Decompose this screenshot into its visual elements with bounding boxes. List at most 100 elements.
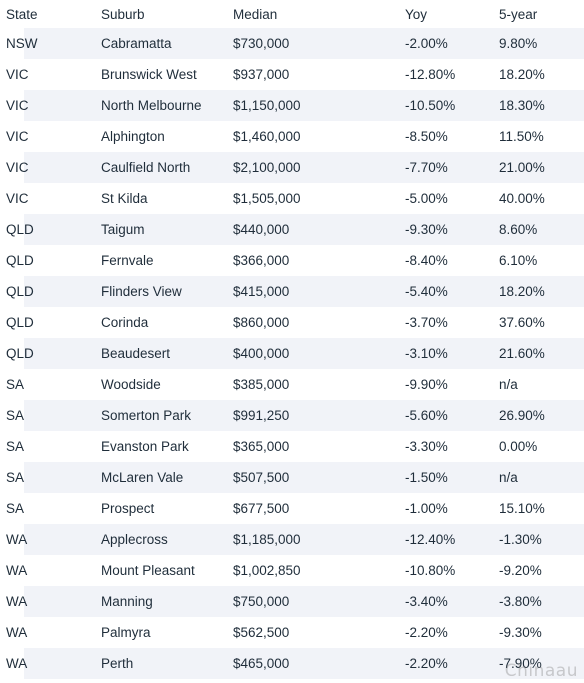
median-cell: $1,002,850 (233, 555, 405, 586)
yoy-cell: -3.30% (405, 431, 499, 462)
header-yoy: Yoy (405, 6, 428, 22)
five-year-cell: 21.60% (499, 338, 584, 369)
yoy-cell: -3.10% (405, 338, 499, 369)
table-row: VIC St Kilda $1,505,000 -5.00% 40.00% (0, 183, 584, 214)
table-row: QLD Taigum $440,000 -9.30% 8.60% (0, 214, 584, 245)
header-5-year: 5-year (499, 6, 538, 22)
median-cell: $415,000 (233, 276, 405, 307)
table-row: WA Applecross $1,185,000 -12.40% -1.30% (0, 524, 584, 555)
suburb-cell: Somerton Park (101, 400, 233, 431)
five-year-cell: 15.10% (499, 493, 584, 524)
state-cell: VIC (0, 121, 101, 152)
state-cell: WA (0, 648, 101, 679)
five-year-cell: 40.00% (499, 183, 584, 214)
yoy-cell: -3.70% (405, 307, 499, 338)
suburb-cell: Alphington (101, 121, 233, 152)
median-cell: $1,185,000 (233, 524, 405, 555)
state-cell: NSW (0, 28, 101, 59)
median-cell: $562,500 (233, 617, 405, 648)
header-suburb: Suburb (101, 6, 145, 22)
median-cell: $440,000 (233, 214, 405, 245)
state-cell: SA (0, 369, 101, 400)
yoy-cell: -2.20% (405, 617, 499, 648)
median-cell: $2,100,000 (233, 152, 405, 183)
suburb-cell: St Kilda (101, 183, 233, 214)
yoy-cell: -10.80% (405, 555, 499, 586)
suburb-cell: North Melbourne (101, 90, 233, 121)
five-year-cell: 18.20% (499, 276, 584, 307)
median-cell: $365,000 (233, 431, 405, 462)
median-cell: $991,250 (233, 400, 405, 431)
yoy-cell: -2.00% (405, 28, 499, 59)
five-year-cell: 18.30% (499, 90, 584, 121)
yoy-cell: -12.80% (405, 59, 499, 90)
suburb-cell: McLaren Vale (101, 462, 233, 493)
table-row: WA Perth $465,000 -2.20% -7.90% (0, 648, 584, 679)
table-row: VIC Caulfield North $2,100,000 -7.70% 21.00% (0, 152, 584, 183)
median-cell: $465,000 (233, 648, 405, 679)
table-row: QLD Beaudesert $400,000 -3.10% 21.60% (0, 338, 584, 369)
yoy-cell: -2.20% (405, 648, 499, 679)
table-row: SA McLaren Vale $507,500 -1.50% n/a (0, 462, 584, 493)
state-cell: WA (0, 524, 101, 555)
yoy-cell: -1.50% (405, 462, 499, 493)
yoy-cell: -8.40% (405, 245, 499, 276)
median-cell: $1,460,000 (233, 121, 405, 152)
suburb-cell: Cabramatta (101, 28, 233, 59)
five-year-cell: 18.20% (499, 59, 584, 90)
five-year-cell: -9.30% (499, 617, 584, 648)
table-row: WA Palmyra $562,500 -2.20% -9.30% (0, 617, 584, 648)
state-cell: WA (0, 555, 101, 586)
median-cell: $937,000 (233, 59, 405, 90)
table-row: WA Mount Pleasant $1,002,850 -10.80% -9.20% (0, 555, 584, 586)
median-cell: $860,000 (233, 307, 405, 338)
table-row: QLD Flinders View $415,000 -5.40% 18.20% (0, 276, 584, 307)
median-cell: $385,000 (233, 369, 405, 400)
yoy-cell: -9.30% (405, 214, 499, 245)
five-year-cell: n/a (499, 369, 584, 400)
state-cell: QLD (0, 245, 101, 276)
yoy-cell: -5.40% (405, 276, 499, 307)
table-row: VIC North Melbourne $1,150,000 -10.50% 18.30… (0, 90, 584, 121)
five-year-cell: -9.20% (499, 555, 584, 586)
yoy-cell: -8.50% (405, 121, 499, 152)
state-cell: VIC (0, 59, 101, 90)
suburb-cell: Fernvale (101, 245, 233, 276)
table-header: State Suburb Median Yoy 5-year (0, 0, 584, 28)
table-row: WA Manning $750,000 -3.40% -3.80% (0, 586, 584, 617)
state-cell: QLD (0, 307, 101, 338)
table-row: QLD Fernvale $366,000 -8.40% 6.10% (0, 245, 584, 276)
five-year-cell: 11.50% (499, 121, 584, 152)
table-row: SA Prospect $677,500 -1.00% 15.10% (0, 493, 584, 524)
median-cell: $1,505,000 (233, 183, 405, 214)
five-year-cell: 9.80% (499, 28, 584, 59)
yoy-cell: -7.70% (405, 152, 499, 183)
state-cell: SA (0, 462, 101, 493)
suburb-cell: Prospect (101, 493, 233, 524)
five-year-cell: -3.80% (499, 586, 584, 617)
table-row: SA Evanston Park $365,000 -3.30% 0.00% (0, 431, 584, 462)
yoy-cell: -5.00% (405, 183, 499, 214)
watermark: Chinaau (504, 661, 578, 681)
state-cell: QLD (0, 338, 101, 369)
median-cell: $750,000 (233, 586, 405, 617)
five-year-cell: 21.00% (499, 152, 584, 183)
five-year-cell: 26.90% (499, 400, 584, 431)
state-cell: SA (0, 400, 101, 431)
five-year-cell: 37.60% (499, 307, 584, 338)
yoy-cell: -9.90% (405, 369, 499, 400)
suburb-cell: Mount Pleasant (101, 555, 233, 586)
state-cell: WA (0, 586, 101, 617)
state-cell: VIC (0, 183, 101, 214)
state-cell: VIC (0, 152, 101, 183)
five-year-cell: 6.10% (499, 245, 584, 276)
suburb-cell: Applecross (101, 524, 233, 555)
header-state: State (6, 6, 38, 22)
suburb-cell: Taigum (101, 214, 233, 245)
median-cell: $507,500 (233, 462, 405, 493)
five-year-cell: -7.90% (499, 648, 584, 679)
suburb-cell: Beaudesert (101, 338, 233, 369)
table-row: QLD Corinda $860,000 -3.70% 37.60% (0, 307, 584, 338)
state-cell: VIC (0, 90, 101, 121)
